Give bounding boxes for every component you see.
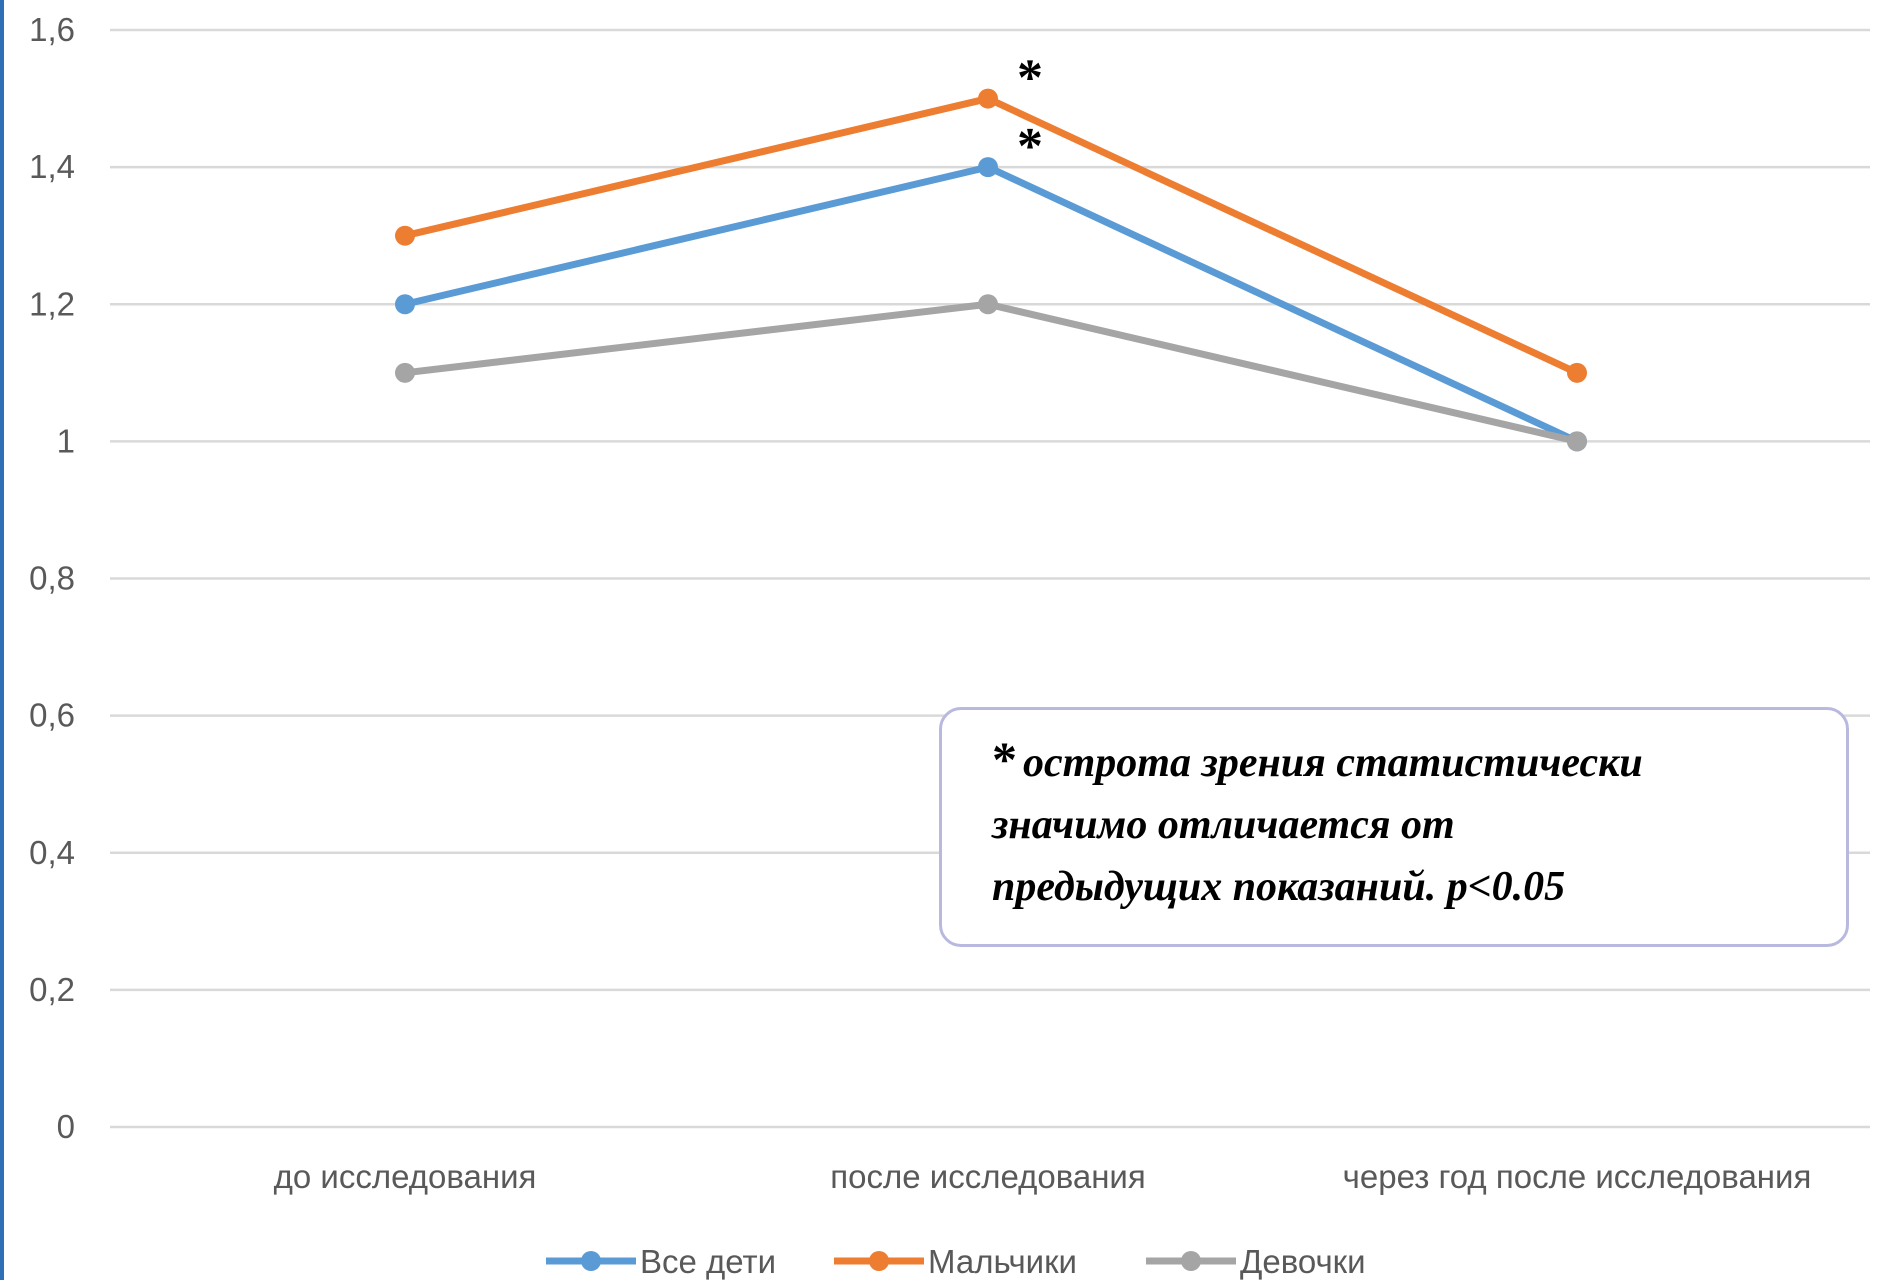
legend-label: Все дети — [640, 1243, 776, 1280]
legend-marker — [869, 1251, 889, 1271]
note-line-2: значимо отличается от — [992, 802, 1455, 848]
legend-marker — [1181, 1251, 1201, 1271]
significance-note-box: * острота зрения статистически значимо от… — [939, 707, 1849, 947]
x-category-label: через год после исследования — [1343, 1158, 1812, 1195]
data-point — [395, 225, 415, 246]
y-tick-label: 1,6 — [29, 11, 75, 48]
significance-asterisk: * — [1017, 118, 1043, 175]
series-line — [401, 300, 1581, 445]
x-category-label: после исследования — [830, 1158, 1145, 1195]
y-tick-label: 1,4 — [29, 148, 75, 185]
y-tick-label: 0,2 — [29, 971, 75, 1008]
legend-marker — [581, 1251, 601, 1271]
data-point — [395, 294, 415, 315]
note-asterisk: * — [992, 731, 1017, 787]
left-edge-bar — [0, 0, 4, 1280]
y-tick-label: 0,4 — [29, 834, 75, 871]
annotations: ** — [1017, 50, 1043, 176]
data-point — [1567, 431, 1587, 452]
series-line — [401, 95, 1581, 377]
data-point — [395, 362, 415, 383]
y-tick-label: 0 — [57, 1108, 75, 1145]
legend-label: Мальчики — [928, 1243, 1077, 1280]
data-point — [978, 294, 998, 315]
data-point — [978, 157, 998, 178]
y-tick-label: 1,2 — [29, 285, 75, 322]
x-category-label: до исследования — [274, 1158, 537, 1195]
data-point — [978, 88, 998, 109]
y-tick-label: 0,8 — [29, 560, 75, 597]
legend: Все дети Мальчики Девочки — [546, 1243, 1366, 1280]
data-point — [1567, 362, 1587, 383]
gridlines — [110, 28, 1870, 1129]
y-axis-ticks: 0 0,2 0,4 0,6 0,8 1 1,2 1,4 1,6 — [29, 11, 75, 1145]
legend-label: Девочки — [1240, 1243, 1366, 1280]
series-markers — [395, 88, 1587, 452]
series-lines — [401, 95, 1581, 445]
note-text-1: острота зрения статистически — [1023, 740, 1643, 786]
note-line-1: * острота зрения статистически — [992, 728, 1816, 794]
x-axis-labels: до исследования после исследования через г… — [274, 1158, 1812, 1195]
significance-asterisk: * — [1017, 50, 1043, 107]
note-line-3: предыдущих показаний. p<0.05 — [992, 864, 1566, 910]
y-tick-label: 1 — [57, 422, 75, 459]
y-tick-label: 0,6 — [29, 697, 75, 734]
